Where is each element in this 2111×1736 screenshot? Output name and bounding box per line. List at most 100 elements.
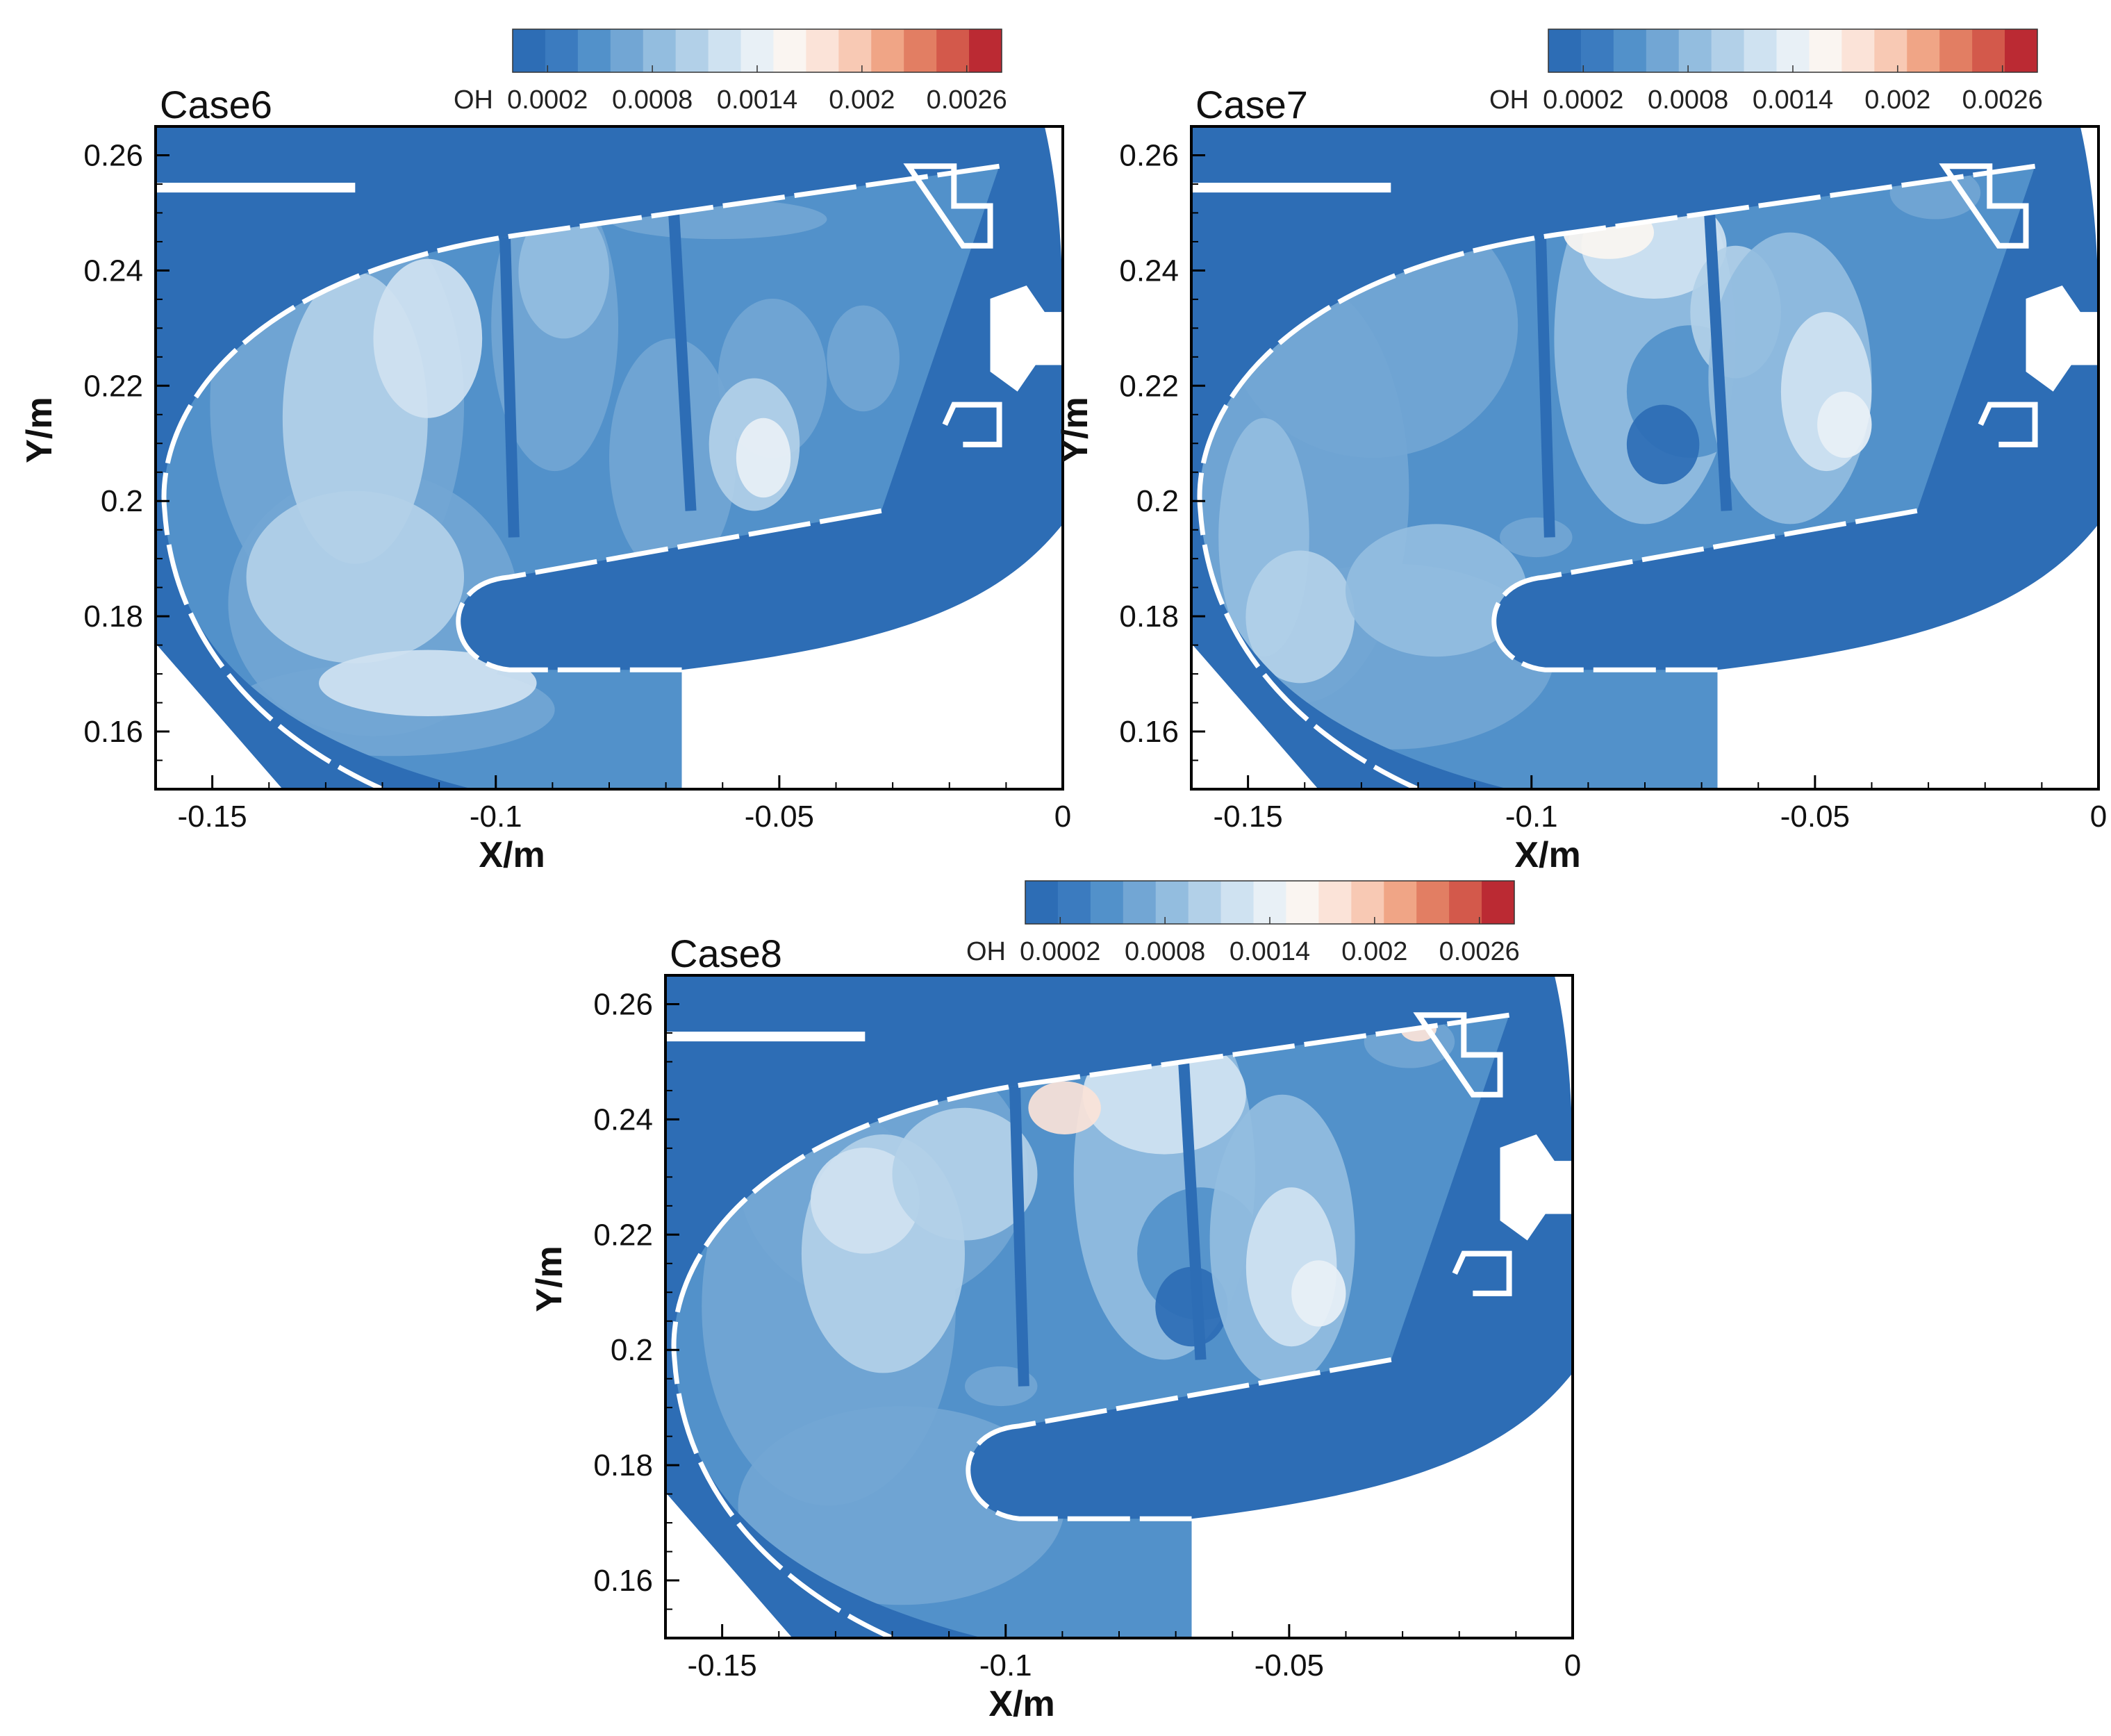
oh-contour-region (373, 258, 483, 418)
colorbar-segment (1253, 881, 1286, 924)
colorbar-segment (1286, 881, 1319, 924)
oh-contours (210, 179, 900, 757)
y-tick-label: 0.16 (593, 1564, 653, 1598)
y-tick-label: 0.18 (593, 1448, 653, 1482)
domain-outside-corner (2080, 126, 2098, 326)
x-tick-label: -0.1 (979, 1648, 1032, 1683)
x-tick-label: -0.05 (745, 800, 814, 834)
oh-contour-region (1346, 524, 1528, 657)
colorbar-segment (1351, 881, 1384, 924)
colorbar-tick-label: 0.0002 (1020, 937, 1100, 966)
oh-contour-region (1626, 404, 1700, 485)
colorbar-segment (675, 29, 709, 72)
colorbar-segment (545, 29, 579, 72)
domain-outside-left (1191, 643, 1318, 789)
inner-liner-wall (456, 508, 882, 672)
colorbar-tick-label: 0.0014 (1230, 937, 1310, 966)
dilution-jet (1177, 1041, 1207, 1360)
y-tick-label: 0.24 (593, 1102, 653, 1136)
y-tick-label: 0.26 (1119, 138, 1179, 172)
y-tick-label: 0.26 (83, 138, 143, 172)
domain-outside-corner (1044, 126, 1063, 326)
oh-contour-region (319, 650, 537, 717)
lower-swirler (1978, 402, 2038, 447)
oh-contours (1200, 166, 1981, 750)
plot-area (156, 126, 1063, 789)
y-tick-label: 0.18 (1119, 600, 1179, 634)
dilution-jet (1703, 192, 1732, 511)
dilution-jet (667, 192, 697, 511)
colorbar-segment (577, 29, 611, 72)
colorbar-segment (1188, 881, 1222, 924)
colorbar-segment (1416, 881, 1450, 924)
panel-case8: 0.0002 0.0008 0.0014 0.002 0.0026 OH Case8 -0.1… (529, 880, 1581, 1724)
oh-contour-region (1291, 1260, 1346, 1327)
x-tick-label: -0.05 (1255, 1648, 1324, 1683)
upper-swirler (903, 163, 993, 249)
colorbar-tick-label: 0.0014 (1753, 85, 1833, 115)
y-tick-label: 0.26 (593, 987, 653, 1021)
colorbar-segment (936, 29, 970, 72)
colorbar-segment (1972, 29, 2005, 72)
colorbar-segment (1580, 29, 1614, 72)
outer-liner-wall (161, 163, 1000, 789)
y-tick-label: 0.22 (1119, 369, 1179, 403)
colorbar-segment (1123, 881, 1157, 924)
plot-area (665, 975, 1573, 1638)
colorbar-segment (1025, 881, 1059, 924)
dilution-jet (1534, 232, 1555, 538)
colorbar-segment (1057, 881, 1091, 924)
outer-liner-wall (1197, 163, 2036, 789)
colorbar-tick-label: 0.002 (829, 85, 895, 115)
y-tick-label: 0.24 (83, 254, 143, 288)
y-tick-label: 0.22 (83, 369, 143, 403)
x-tick-label: -0.05 (1780, 800, 1850, 834)
colorbar-segment (1155, 881, 1189, 924)
colorbar-tick-label: 0.0026 (1962, 85, 2043, 115)
colorbar-segment (1220, 881, 1255, 924)
oh-contour-region (892, 1107, 1038, 1241)
y-tick-label: 0.24 (1119, 254, 1179, 288)
x-tick-label: -0.1 (470, 800, 522, 834)
x-tick-label: -0.15 (687, 1648, 756, 1683)
colorbar-segment (1384, 881, 1417, 924)
x-tick-label: 0 (1054, 800, 1071, 834)
colorbar-segment (1939, 29, 1973, 72)
panel-case7: 0.0002 0.0008 0.0014 0.002 0.0026 OH Case7 -0.1… (1055, 28, 2107, 875)
plot-area (1191, 126, 2098, 789)
oh-contour-region (609, 338, 736, 577)
colorbar-segment (1678, 29, 1712, 72)
oh-contour-region (736, 418, 791, 498)
x-tick-label: 0 (2090, 800, 2107, 834)
oh-contours (702, 1015, 1455, 1605)
domain-outside-right (1191, 975, 1573, 1638)
domain-outside-right (681, 126, 1063, 789)
oh-contour-region (518, 206, 609, 339)
colorbar-tick-label: 0.0002 (507, 85, 588, 115)
colorbar-segment (1449, 881, 1482, 924)
fuel-injector (1500, 1134, 1573, 1241)
colorbar-segment (1090, 881, 1124, 924)
y-axis-label: Y/m (529, 1246, 570, 1312)
panel-title: Case6 (160, 83, 272, 126)
colorbar-label: OH (454, 85, 493, 115)
colorbar-segment (806, 29, 839, 72)
y-axis-label: Y/m (19, 397, 60, 463)
colorbar-segment (969, 29, 1002, 72)
x-axis-label: X/m (988, 1684, 1054, 1724)
x-tick-label: 0 (1564, 1648, 1581, 1683)
scale-bar (1191, 183, 1391, 193)
colorbar-segment (1809, 29, 1842, 72)
colorbar-segment (1646, 29, 1680, 72)
inner-liner-wall (966, 1357, 1392, 1521)
colorbar-segment (1318, 881, 1352, 924)
colorbar-segment (1613, 29, 1647, 72)
colorbar-segment (773, 29, 806, 72)
y-tick-label: 0.16 (1119, 715, 1179, 749)
x-axis-label: X/m (479, 835, 545, 875)
oh-contour-region (1155, 1266, 1228, 1347)
y-tick-label: 0.18 (83, 600, 143, 634)
lower-swirler (942, 402, 1002, 447)
colorbar-segment (643, 29, 677, 72)
